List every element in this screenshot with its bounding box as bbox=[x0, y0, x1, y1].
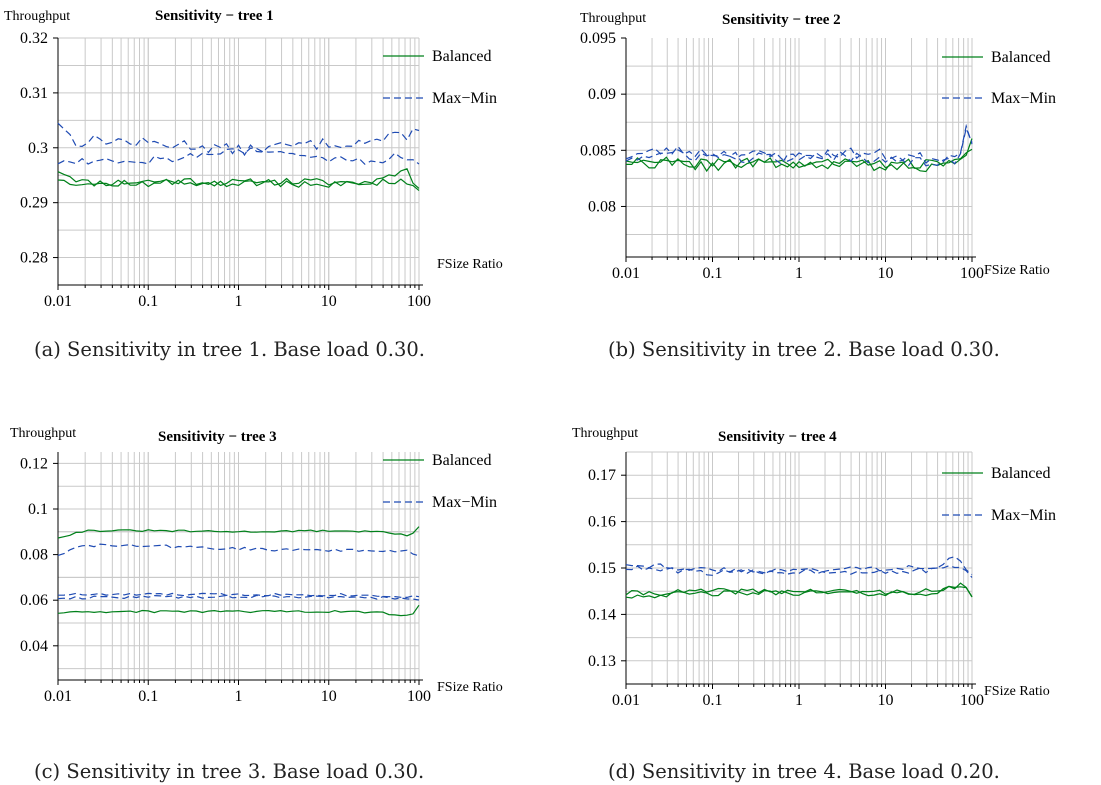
figure-caption: (d) Sensitivity in tree 4. Base load 0.2… bbox=[608, 760, 1000, 783]
y-tick-label: 0.04 bbox=[20, 638, 48, 655]
y-tick-label: 0.17 bbox=[588, 467, 616, 484]
x-tick-label: 0.01 bbox=[612, 265, 640, 282]
grid bbox=[625, 38, 973, 257]
series-line-balanced bbox=[625, 582, 973, 599]
figure-caption: (c) Sensitivity in tree 3. Base load 0.3… bbox=[34, 760, 424, 783]
x-tick-label: 100 bbox=[960, 265, 984, 282]
series-line-balanced bbox=[57, 168, 420, 189]
series-line-max-min bbox=[57, 592, 420, 599]
chart-title: Sensitivity − tree 1 bbox=[155, 8, 274, 24]
x-tick-label: 1 bbox=[235, 293, 243, 310]
y-tick-label: 0.095 bbox=[580, 30, 616, 47]
chart-title: Sensitivity − tree 4 bbox=[718, 429, 837, 445]
legend-label-balanced: Balanced bbox=[991, 465, 1051, 482]
y-tick-label: 0.16 bbox=[588, 514, 616, 531]
series-line-balanced bbox=[626, 148, 973, 173]
y-tick-label: 0.28 bbox=[20, 250, 48, 267]
chart-panel-2: 0.01 0.1 1 10 100 0.08 0.085 0.09 0.095 Balanced M… bbox=[580, 11, 1056, 361]
series-line-max-min bbox=[625, 126, 973, 167]
x-tick-label: 100 bbox=[407, 688, 431, 705]
x-tick-label: 1 bbox=[795, 692, 803, 709]
y-tick-label: 0.31 bbox=[20, 85, 48, 102]
y-tick-label: 0.08 bbox=[20, 547, 48, 564]
series-line-balanced bbox=[57, 526, 420, 539]
x-tick-label: 1 bbox=[795, 265, 803, 282]
chart-panel-3: 0.01 0.1 1 10 100 0.04 0.06 0.08 0.1 0.12 Balanced… bbox=[10, 426, 503, 783]
x-tick-label: 0.01 bbox=[44, 293, 72, 310]
x-tick-label: 0.1 bbox=[138, 688, 158, 705]
y-tick-label: 0.08 bbox=[588, 198, 616, 215]
y-tick-label: 0.32 bbox=[20, 30, 48, 47]
legend-label-max-min: Max−Min bbox=[432, 90, 497, 107]
x-tick-label: 100 bbox=[407, 293, 431, 310]
figure-caption: (a) Sensitivity in tree 1. Base load 0.3… bbox=[34, 338, 425, 361]
legend-label-balanced: Balanced bbox=[432, 48, 492, 65]
legend-label-max-min: Max−Min bbox=[991, 90, 1056, 107]
y-tick-label: 0.12 bbox=[20, 455, 48, 472]
y-tick-label: 0.085 bbox=[580, 142, 616, 159]
series-line-max-min bbox=[625, 556, 973, 576]
series-line-max-min bbox=[57, 122, 420, 157]
y-tick-label: 0.06 bbox=[20, 592, 48, 609]
x-tick-label: 0.01 bbox=[44, 688, 72, 705]
x-tick-label: 0.1 bbox=[703, 692, 723, 709]
figure-caption: (b) Sensitivity in tree 2. Base load 0.3… bbox=[608, 338, 1000, 361]
x-tick-label: 0.1 bbox=[703, 265, 723, 282]
chart-title: Sensitivity − tree 2 bbox=[722, 12, 841, 28]
legend-label-balanced: Balanced bbox=[432, 452, 492, 469]
chart-title: Sensitivity − tree 3 bbox=[158, 429, 277, 445]
x-tick-label: 10 bbox=[321, 293, 337, 310]
legend-label-balanced: Balanced bbox=[991, 49, 1051, 66]
x-axis-label: FSize Ratio bbox=[437, 680, 503, 695]
y-tick-label: 0.29 bbox=[20, 195, 48, 212]
x-tick-label: 0.01 bbox=[612, 692, 640, 709]
x-axis-label: FSize Ratio bbox=[437, 257, 503, 272]
series-line-max-min bbox=[57, 594, 420, 601]
y-tick-label: 0.13 bbox=[588, 653, 616, 670]
grid bbox=[57, 452, 420, 680]
x-tick-label: 10 bbox=[878, 265, 894, 282]
y-tick-label: 0.15 bbox=[588, 560, 616, 577]
grid bbox=[57, 37, 420, 286]
y-axis-label: Throughput bbox=[572, 426, 638, 441]
legend-label-max-min: Max−Min bbox=[432, 494, 497, 511]
chart-panel-1: 0.01 0.1 1 10 100 0.28 0.29 0.3 0.31 0.32 Balanced… bbox=[4, 8, 503, 361]
x-tick-label: 1 bbox=[235, 688, 243, 705]
y-tick-label: 0.1 bbox=[28, 501, 48, 518]
y-axis-label: Throughput bbox=[4, 9, 70, 24]
legend-label-max-min: Max−Min bbox=[991, 507, 1056, 524]
series-line-balanced bbox=[57, 604, 420, 617]
x-axis-label: FSize Ratio bbox=[984, 263, 1050, 278]
y-axis-label: Throughput bbox=[10, 426, 76, 441]
x-axis-label: FSize Ratio bbox=[984, 684, 1050, 699]
series-line-max-min bbox=[57, 147, 420, 165]
x-tick-label: 100 bbox=[960, 692, 984, 709]
series-line-max-min bbox=[625, 565, 973, 578]
y-axis-label: Throughput bbox=[580, 11, 646, 26]
x-tick-label: 0.1 bbox=[138, 293, 158, 310]
series-line-balanced bbox=[625, 138, 973, 171]
y-tick-label: 0.3 bbox=[28, 140, 48, 157]
chart-panel-4: 0.01 0.1 1 10 100 0.13 0.14 0.15 0.16 0.17 Balance… bbox=[572, 426, 1056, 783]
series-line-max-min bbox=[57, 543, 420, 557]
x-tick-label: 10 bbox=[321, 688, 337, 705]
x-tick-label: 10 bbox=[878, 692, 894, 709]
y-tick-label: 0.09 bbox=[588, 86, 616, 103]
series-line-max-min bbox=[625, 123, 973, 164]
y-tick-label: 0.14 bbox=[588, 606, 616, 623]
